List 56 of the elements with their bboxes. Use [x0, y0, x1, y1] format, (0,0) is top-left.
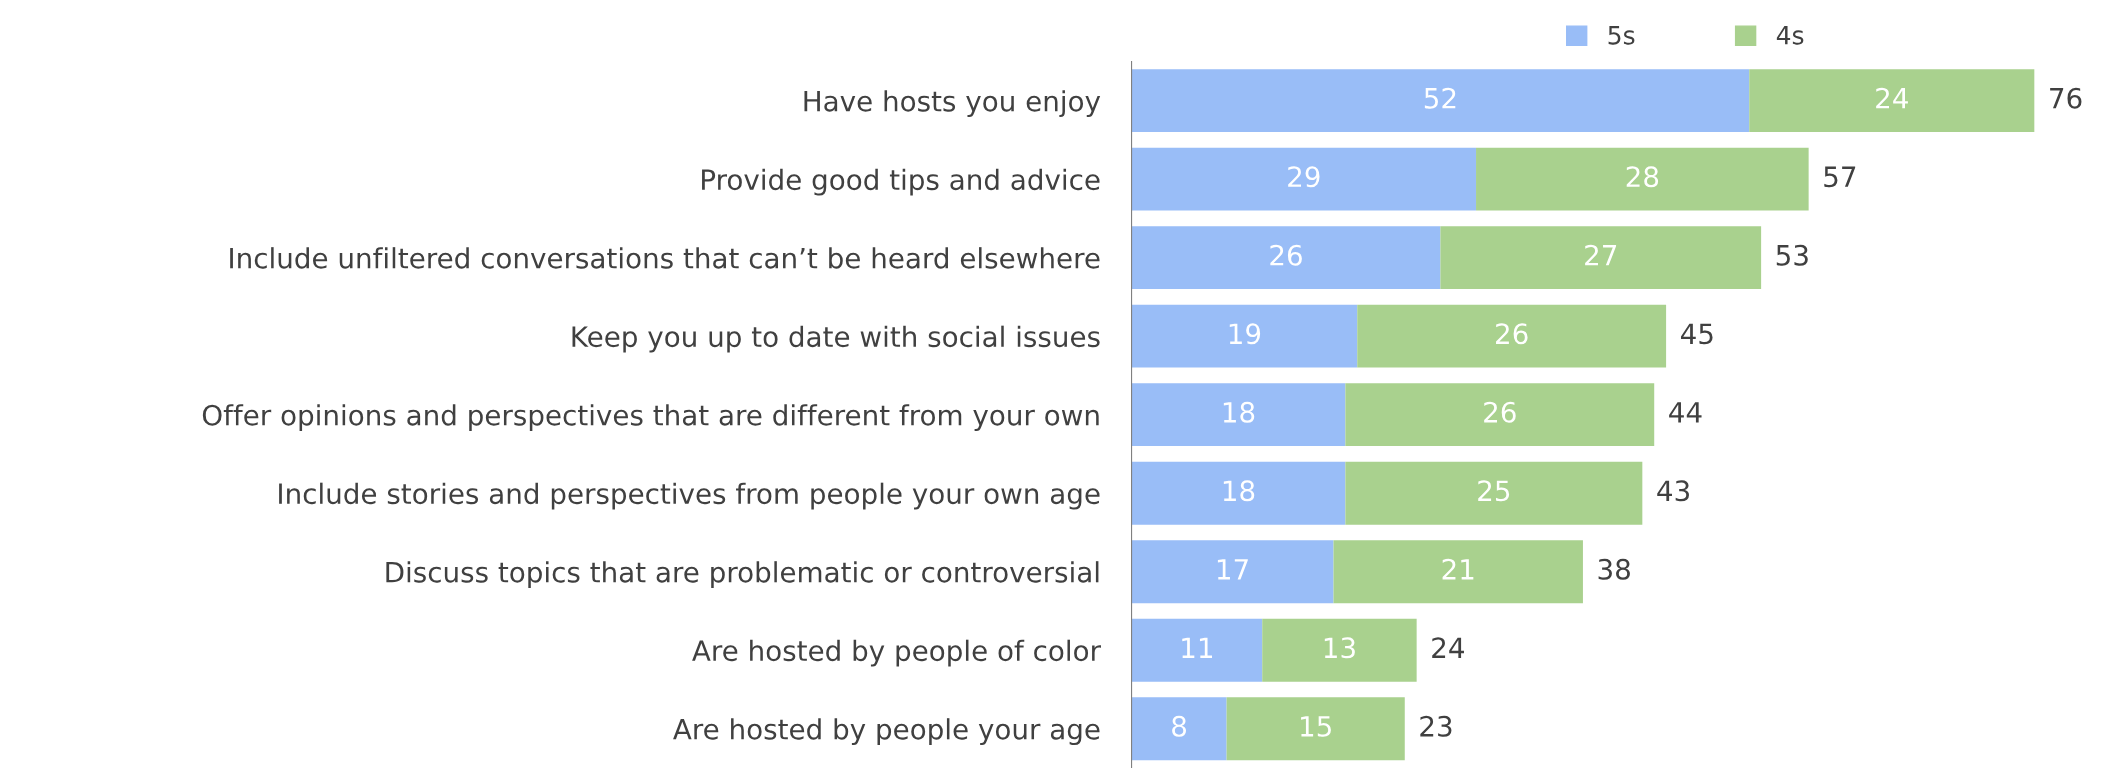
data-label: 17 — [1217, 559, 1248, 580]
bar — [1131, 226, 1441, 290]
data-label: 27 — [1585, 244, 1617, 266]
bar — [1476, 147, 1809, 211]
data-label: 25 — [1478, 480, 1510, 502]
y-tick-label: Are hosted by people your age — [673, 718, 1100, 746]
data-label: 18 — [1223, 480, 1255, 502]
y-tick-label: Are hosted by people of color — [692, 639, 1101, 667]
bar — [1345, 461, 1643, 525]
data-label: 29 — [1288, 166, 1320, 188]
data-label: 18 — [1223, 401, 1255, 423]
bar — [1262, 618, 1417, 682]
total-label: 45 — [1680, 323, 1713, 345]
data-label: 15 — [1301, 716, 1331, 737]
data-label: 13 — [1324, 637, 1355, 659]
y-tick-label: Include stories and perspectives from people your own age — [279, 482, 1100, 510]
y-tick-label: Include unfiltered conversations that can’t be heard elsewhere — [230, 247, 1100, 269]
legend-label: 4s — [1776, 26, 1804, 45]
bar — [1131, 697, 1227, 761]
bar — [1131, 304, 1358, 368]
data-label: 26 — [1270, 244, 1302, 266]
total-label: 24 — [1432, 637, 1464, 658]
bar — [1333, 540, 1583, 604]
data-label: 11 — [1182, 637, 1212, 658]
bar — [1131, 540, 1334, 604]
total-label: 57 — [1824, 166, 1856, 188]
data-label: 26 — [1484, 401, 1516, 423]
bar — [1226, 697, 1405, 761]
legend-label: 5s — [1608, 26, 1635, 45]
data-label: 28 — [1626, 166, 1659, 188]
bar — [1131, 147, 1477, 211]
total-label: 38 — [1598, 558, 1630, 580]
data-label: 52 — [1424, 87, 1456, 109]
data-label: 26 — [1496, 323, 1528, 345]
bar — [1440, 226, 1762, 290]
bar — [1357, 304, 1667, 368]
total-label: 44 — [1669, 402, 1702, 423]
total-label: 76 — [2050, 87, 2082, 109]
y-tick-label: Offer opinions and perspectives that are different from your own — [202, 404, 1099, 432]
total-label: 53 — [1776, 244, 1808, 266]
bar — [1131, 461, 1346, 525]
bar — [1345, 383, 1655, 447]
y-tick-label: Discuss topics that are problematic or controversial — [386, 561, 1099, 589]
bar — [1131, 383, 1346, 447]
data-label: 8 — [1172, 715, 1187, 737]
total-label: 43 — [1657, 480, 1689, 502]
data-label: 24 — [1876, 87, 1908, 109]
data-label: 21 — [1442, 558, 1474, 580]
y-tick-label: Have hosts you enjoy — [804, 90, 1101, 118]
total-label: 23 — [1420, 715, 1452, 737]
bar — [1131, 69, 1750, 133]
data-label: 19 — [1229, 323, 1261, 345]
bar — [1749, 69, 2035, 133]
bar — [1131, 618, 1263, 682]
y-tick-label: Keep you up to date with social issues — [572, 325, 1100, 353]
y-tick-label: Provide good tips and advice — [702, 168, 1100, 196]
